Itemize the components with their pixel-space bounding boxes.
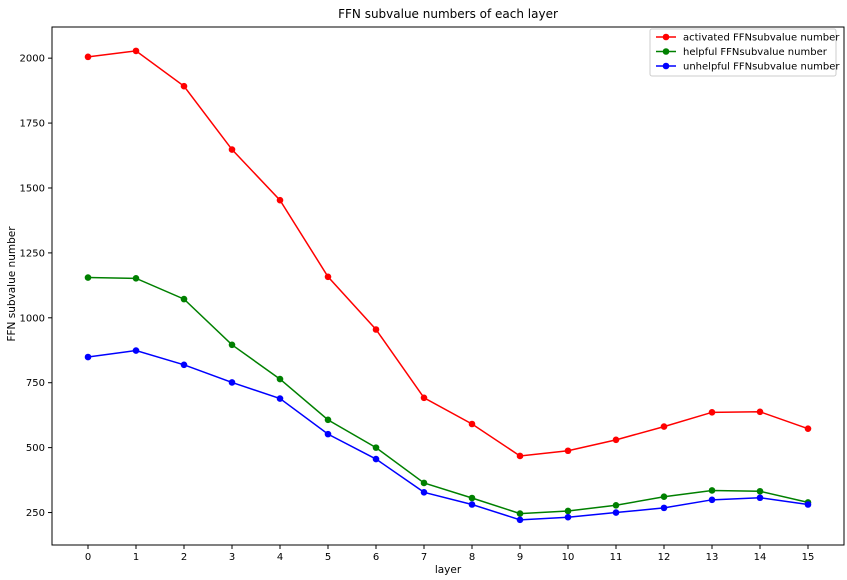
data-point — [324, 416, 332, 424]
x-tick-label: 6 — [373, 552, 379, 563]
data-point — [804, 425, 812, 432]
data-point — [84, 353, 92, 361]
data-point — [612, 501, 620, 509]
data-point — [180, 361, 188, 369]
y-axis-label: FFN subvalue number — [6, 226, 18, 342]
data-point — [228, 379, 236, 386]
y-tick-label: 750 — [26, 378, 45, 389]
y-tick-label: 2000 — [20, 54, 45, 65]
data-point — [660, 504, 668, 512]
data-point — [276, 196, 284, 204]
data-point — [660, 493, 668, 501]
chart-title: FFN subvalue numbers of each layer — [338, 7, 558, 21]
data-point — [516, 452, 524, 460]
data-point — [468, 494, 476, 502]
x-tick-label: 15 — [802, 552, 815, 563]
x-tick-label: 11 — [610, 552, 623, 563]
series-line-1 — [87, 276, 809, 515]
data-point — [564, 513, 572, 521]
y-tick-label: 500 — [26, 443, 45, 454]
y-tick-label: 1000 — [20, 313, 45, 324]
legend: activated FFNsubvalue number helpful FFNs… — [649, 28, 840, 77]
data-point — [84, 53, 92, 61]
x-tick-label: 12 — [658, 552, 671, 563]
legend-marker — [662, 33, 670, 41]
x-tick-label: 9 — [517, 552, 523, 563]
data-point — [756, 487, 764, 495]
data-point — [324, 430, 332, 438]
y-tick-label: 250 — [26, 508, 45, 519]
data-point — [708, 496, 716, 504]
y-tick-label: 1250 — [20, 248, 45, 259]
x-tick-label: 7 — [421, 552, 427, 563]
legend-marker — [662, 48, 670, 55]
data-point — [468, 420, 476, 428]
x-axis-label: layer — [435, 564, 462, 576]
data-point — [708, 487, 716, 494]
data-point — [564, 507, 572, 515]
x-tick-label: 5 — [325, 552, 331, 563]
data-point — [372, 326, 380, 333]
data-point — [180, 295, 188, 303]
series-line-0 — [87, 50, 809, 457]
data-point — [372, 455, 380, 463]
plot-frame — [51, 26, 845, 546]
data-point — [516, 510, 524, 517]
legend-marker — [662, 62, 670, 70]
legend-box — [649, 28, 837, 77]
y-tick-label: 1750 — [20, 119, 45, 130]
data-point — [132, 275, 140, 282]
data-point — [804, 501, 812, 508]
legend-label: helpful FFNsubvalue number — [683, 47, 828, 58]
data-point — [516, 516, 524, 524]
data-point — [132, 47, 140, 55]
data-point — [180, 82, 188, 90]
data-point — [84, 274, 92, 281]
data-point — [612, 509, 620, 516]
y-tick-label: 1500 — [20, 183, 45, 194]
data-point — [228, 341, 236, 349]
data-point — [420, 488, 428, 496]
data-point — [564, 447, 572, 455]
data-point — [276, 395, 284, 402]
data-point — [420, 394, 428, 402]
x-tick-label: 2 — [181, 552, 187, 563]
data-point — [708, 409, 716, 416]
data-point — [324, 273, 332, 281]
x-tick-label: 1 — [133, 552, 139, 563]
legend-label: unhelpful FFNsubvalue number — [683, 62, 840, 73]
data-point — [612, 436, 620, 444]
chart-marks: 0 1 2 3 4 5 6 7 8 9 10 11 12 13 14 15250500750100012501… — [20, 47, 815, 563]
x-tick-label: 10 — [562, 552, 575, 563]
x-tick-label: 13 — [706, 552, 719, 563]
data-point — [756, 494, 764, 502]
data-point — [228, 146, 236, 153]
series-line-2 — [87, 349, 809, 521]
data-point — [132, 347, 140, 354]
legend-label: activated FFNsubvalue number — [683, 33, 840, 44]
data-point — [660, 423, 668, 430]
x-tick-label: 3 — [229, 552, 235, 563]
x-tick-label: 4 — [277, 552, 283, 563]
x-tick-label: 0 — [85, 552, 91, 563]
data-point — [420, 479, 428, 487]
data-point — [276, 375, 284, 383]
data-point — [468, 501, 476, 508]
data-point — [756, 408, 764, 416]
x-tick-label: 8 — [469, 552, 475, 563]
data-point — [372, 444, 380, 451]
x-tick-label: 14 — [754, 552, 767, 563]
